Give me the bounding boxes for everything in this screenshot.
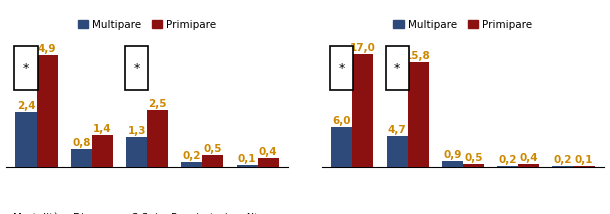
Bar bbox=[553, 166, 573, 167]
Bar bbox=[407, 62, 429, 167]
Text: 0,5: 0,5 bbox=[464, 153, 483, 163]
Text: 0,4: 0,4 bbox=[519, 153, 538, 163]
Legend: Multipare, Primipare: Multipare, Primipare bbox=[389, 16, 536, 34]
Bar bbox=[386, 46, 409, 90]
Text: 2,5: 2,5 bbox=[148, 99, 167, 109]
Text: 6,0: 6,0 bbox=[332, 116, 351, 126]
Text: *: * bbox=[23, 62, 29, 74]
Bar bbox=[463, 164, 484, 167]
Bar bbox=[147, 110, 168, 167]
Text: S Suis: S Suis bbox=[131, 213, 163, 214]
Bar bbox=[125, 46, 148, 90]
Bar bbox=[257, 158, 279, 167]
Text: Diarrea: Diarrea bbox=[73, 213, 111, 214]
Text: 0,5: 0,5 bbox=[204, 144, 222, 155]
Bar bbox=[353, 54, 373, 167]
Text: 0,2: 0,2 bbox=[182, 151, 201, 161]
Text: 15,8: 15,8 bbox=[405, 51, 431, 61]
Text: 0,1: 0,1 bbox=[575, 155, 594, 165]
Bar bbox=[37, 55, 57, 167]
Bar bbox=[92, 135, 113, 167]
Bar bbox=[71, 149, 92, 167]
Bar bbox=[15, 112, 37, 167]
Text: Mortalità
totale: Mortalità totale bbox=[13, 213, 60, 214]
Text: 0,2: 0,2 bbox=[554, 155, 572, 165]
Bar bbox=[573, 166, 595, 167]
Bar bbox=[497, 166, 518, 167]
Text: 0,4: 0,4 bbox=[259, 147, 278, 157]
Bar bbox=[203, 156, 223, 167]
Bar bbox=[442, 161, 463, 167]
Bar bbox=[126, 137, 147, 167]
Text: *: * bbox=[394, 62, 400, 74]
Text: 0,9: 0,9 bbox=[443, 150, 462, 160]
Text: 1,4: 1,4 bbox=[93, 124, 112, 134]
Text: 0,2: 0,2 bbox=[498, 155, 517, 165]
Bar bbox=[330, 46, 353, 90]
Text: 4,7: 4,7 bbox=[388, 125, 406, 135]
Text: Altro: Altro bbox=[245, 213, 270, 214]
Text: 4,9: 4,9 bbox=[38, 44, 56, 54]
Bar bbox=[237, 165, 257, 167]
Legend: Multipare, Primipare: Multipare, Primipare bbox=[74, 16, 221, 34]
Bar bbox=[331, 127, 353, 167]
Text: 1,3: 1,3 bbox=[127, 126, 146, 136]
Bar bbox=[15, 46, 38, 90]
Text: 0,1: 0,1 bbox=[238, 154, 256, 163]
Text: 17,0: 17,0 bbox=[350, 43, 376, 53]
Bar bbox=[387, 136, 407, 167]
Bar bbox=[518, 164, 539, 167]
Text: *: * bbox=[339, 62, 345, 74]
Text: *: * bbox=[134, 62, 140, 74]
Text: 0,8: 0,8 bbox=[72, 138, 90, 148]
Text: Respiratorio: Respiratorio bbox=[171, 213, 234, 214]
Bar bbox=[181, 162, 203, 167]
Text: 2,4: 2,4 bbox=[16, 101, 35, 111]
